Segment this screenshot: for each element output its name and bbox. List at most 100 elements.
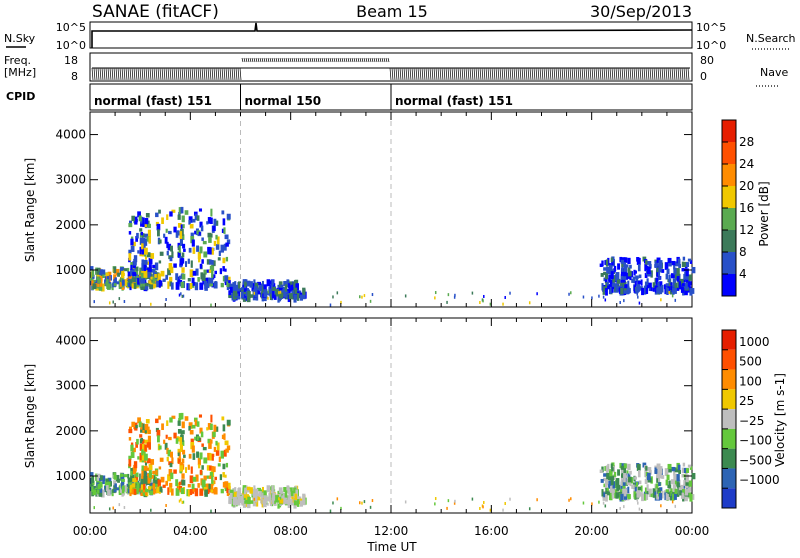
velocity-cell [247,496,251,505]
velocity-cell [133,464,137,472]
freq-hatch [517,67,520,81]
freq-hatch [391,67,394,81]
power-cell [133,258,137,266]
power-cell [165,274,169,280]
power-cell [181,252,185,258]
freq-hatch [553,67,556,81]
freq-hatch [655,67,658,81]
power-cell [434,296,436,300]
power-cell [224,275,229,284]
freq-hatch [415,67,418,81]
power-cell [130,268,135,276]
power-cell [226,281,230,287]
freq-hatch [237,67,240,81]
power-cell [269,293,273,301]
power-cell [198,258,201,263]
power-cell [226,213,231,220]
power-cell [627,267,631,272]
power-cell [615,272,620,280]
colorbar-swatch [722,330,736,350]
power-cell [625,288,629,292]
power-cell [646,285,650,289]
power-cell [155,212,159,218]
power-cell [187,278,191,282]
power-cell [627,280,630,288]
freq-hatch [411,67,414,81]
power-cell [170,245,173,252]
power-cell [676,268,680,276]
velocity-cell [222,472,225,478]
colorbar-swatch [722,468,736,489]
velocity-cell [288,491,291,500]
power-cell [133,255,138,263]
power-cell [99,275,103,282]
velocity-cell [302,493,306,501]
freq-hatch [129,67,132,81]
power-cell [201,273,206,282]
velocity-cell [635,482,639,488]
freq-hatch [351,57,354,63]
power-cell [189,223,194,229]
power-cell [192,270,197,276]
velocity-cell [621,467,625,474]
power-cell [222,266,225,272]
velocity-cell [169,417,173,423]
velocity-cell [623,463,627,469]
velocity-cell [165,480,169,486]
power-cell [177,252,181,258]
power-cell [113,283,117,287]
velocity-cell [283,497,287,503]
velocity-cell [638,480,642,485]
velocity-cell [184,467,188,473]
velocity-cell [165,504,167,508]
freq-hatch [591,67,594,81]
power-cell [177,223,182,228]
velocity-cell [218,456,221,463]
power-cell [249,281,253,288]
power-cell [231,288,235,293]
velocity-cell [143,465,148,471]
freq-hatch [497,67,500,81]
velocity-cell [279,498,284,504]
colorbar-swatch [722,120,736,142]
velocity-cell [234,487,237,492]
velocity-cell [652,493,657,498]
power-cell [685,279,689,283]
velocity-cell [144,453,148,461]
power-cell [91,280,94,286]
freq-hatch [131,67,134,81]
power-cell [115,268,120,276]
power-cell [210,217,213,225]
velocity-cell [212,466,216,473]
power-cell [603,267,607,271]
power-cell [102,274,105,279]
power-cell [648,263,652,269]
freq-hatch [609,67,612,81]
power-cell [671,260,676,266]
freq-hatch [545,67,548,81]
velocity-cell [682,484,686,489]
power-cell [178,293,181,297]
freq-hatch [565,67,568,81]
velocity-cell [207,452,211,461]
power-cell [613,283,618,288]
y-tick-label: 3000 [55,379,86,393]
velocity-cell [536,498,538,502]
power-cell [178,207,182,215]
power-cell [158,260,162,264]
power-cell [140,231,144,236]
velocity-cell [641,493,645,502]
power-cell [252,283,255,290]
velocity-cell [363,500,366,504]
power-cell [189,269,194,278]
power-cell [629,264,632,269]
velocity-cell [211,465,214,471]
freq-hatch [103,67,106,81]
power-cell [217,257,221,261]
velocity-ylabel: Slant Range [km] [23,364,37,468]
power-cell [666,288,669,294]
velocity-cell [599,469,603,473]
velocity-cell [359,501,361,505]
velocity-cell [123,506,126,510]
